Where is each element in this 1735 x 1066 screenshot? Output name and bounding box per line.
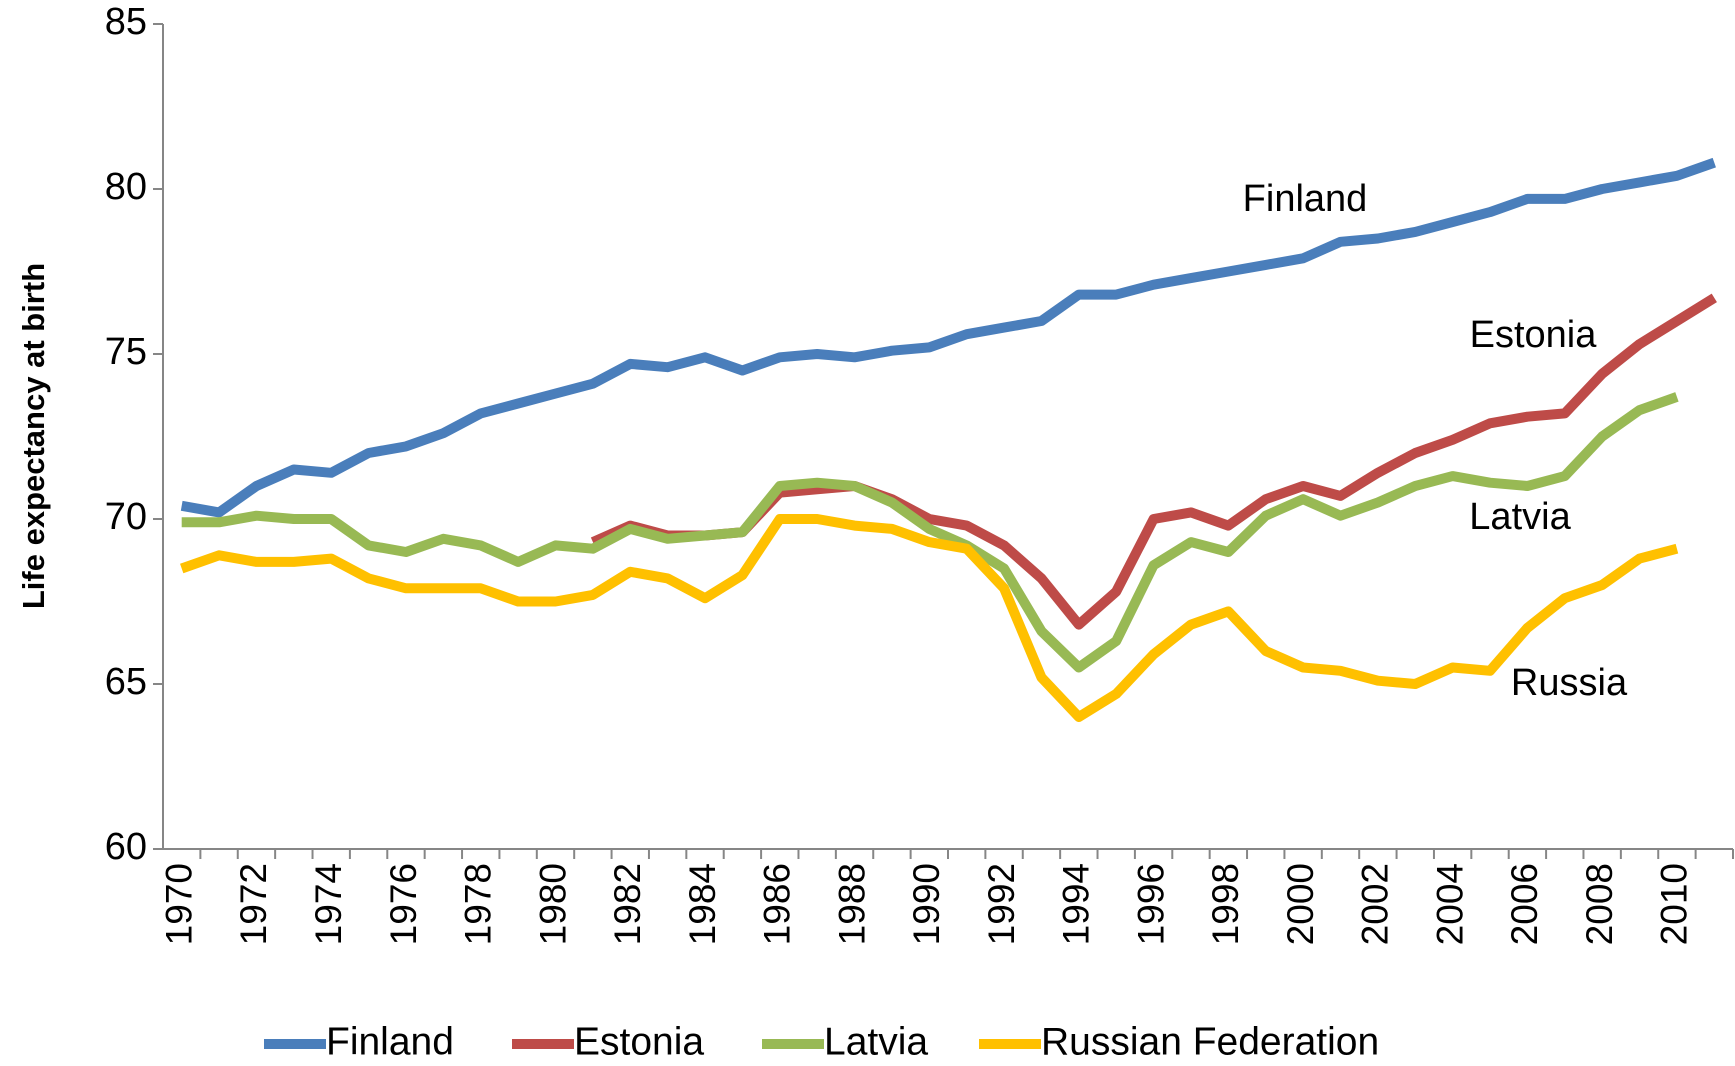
x-tick-label: 1976 xyxy=(383,863,424,945)
x-tick-label: 1998 xyxy=(1205,863,1246,945)
x-tick-label: 1988 xyxy=(831,863,872,945)
x-tick-label: 1986 xyxy=(757,863,798,945)
y-tick-label: 60 xyxy=(105,826,147,868)
x-tick-label: 2002 xyxy=(1355,863,1396,945)
x-tick-label: 1994 xyxy=(1056,863,1097,945)
series-line xyxy=(180,514,1679,722)
x-tick-label: 2004 xyxy=(1429,863,1470,945)
legend-label: Finland xyxy=(326,1020,454,1063)
annotation: Russia xyxy=(1511,662,1628,704)
y-tick-label: 65 xyxy=(105,661,147,703)
legend-label: Latvia xyxy=(824,1020,928,1063)
x-tick-label: 1972 xyxy=(233,863,274,945)
x-tick-label: 1978 xyxy=(458,863,499,945)
x-tick-label: 2008 xyxy=(1579,863,1620,945)
x-tick-label: 1982 xyxy=(607,863,648,945)
x-tick-label: 1990 xyxy=(906,863,947,945)
annotation: Latvia xyxy=(1469,496,1571,538)
y-tick-label: 80 xyxy=(105,166,147,208)
series-line xyxy=(180,157,1716,518)
x-tick-label: 2006 xyxy=(1504,863,1545,945)
series-line xyxy=(181,392,1679,673)
x-tick-label: 2010 xyxy=(1654,863,1695,945)
legend-label: Estonia xyxy=(574,1020,704,1063)
annotation: Finland xyxy=(1243,178,1368,220)
x-tick-label: 1980 xyxy=(532,863,573,945)
y-tick-label: 70 xyxy=(105,496,147,538)
legend-label: Russian Federation xyxy=(1041,1020,1379,1063)
annotation: Estonia xyxy=(1470,314,1598,356)
x-tick-label: 1970 xyxy=(158,863,199,945)
x-tick-label: 1992 xyxy=(981,863,1022,945)
y-tick-label: 75 xyxy=(105,331,147,373)
x-tick-label: 1996 xyxy=(1130,863,1171,945)
x-tick-label: 1974 xyxy=(308,863,349,945)
x-tick-label: 1984 xyxy=(682,863,723,945)
y-tick-label: 85 xyxy=(105,1,147,43)
x-tick-label: 2000 xyxy=(1280,863,1321,945)
y-axis-title: Life expectancy at birth xyxy=(16,263,51,609)
